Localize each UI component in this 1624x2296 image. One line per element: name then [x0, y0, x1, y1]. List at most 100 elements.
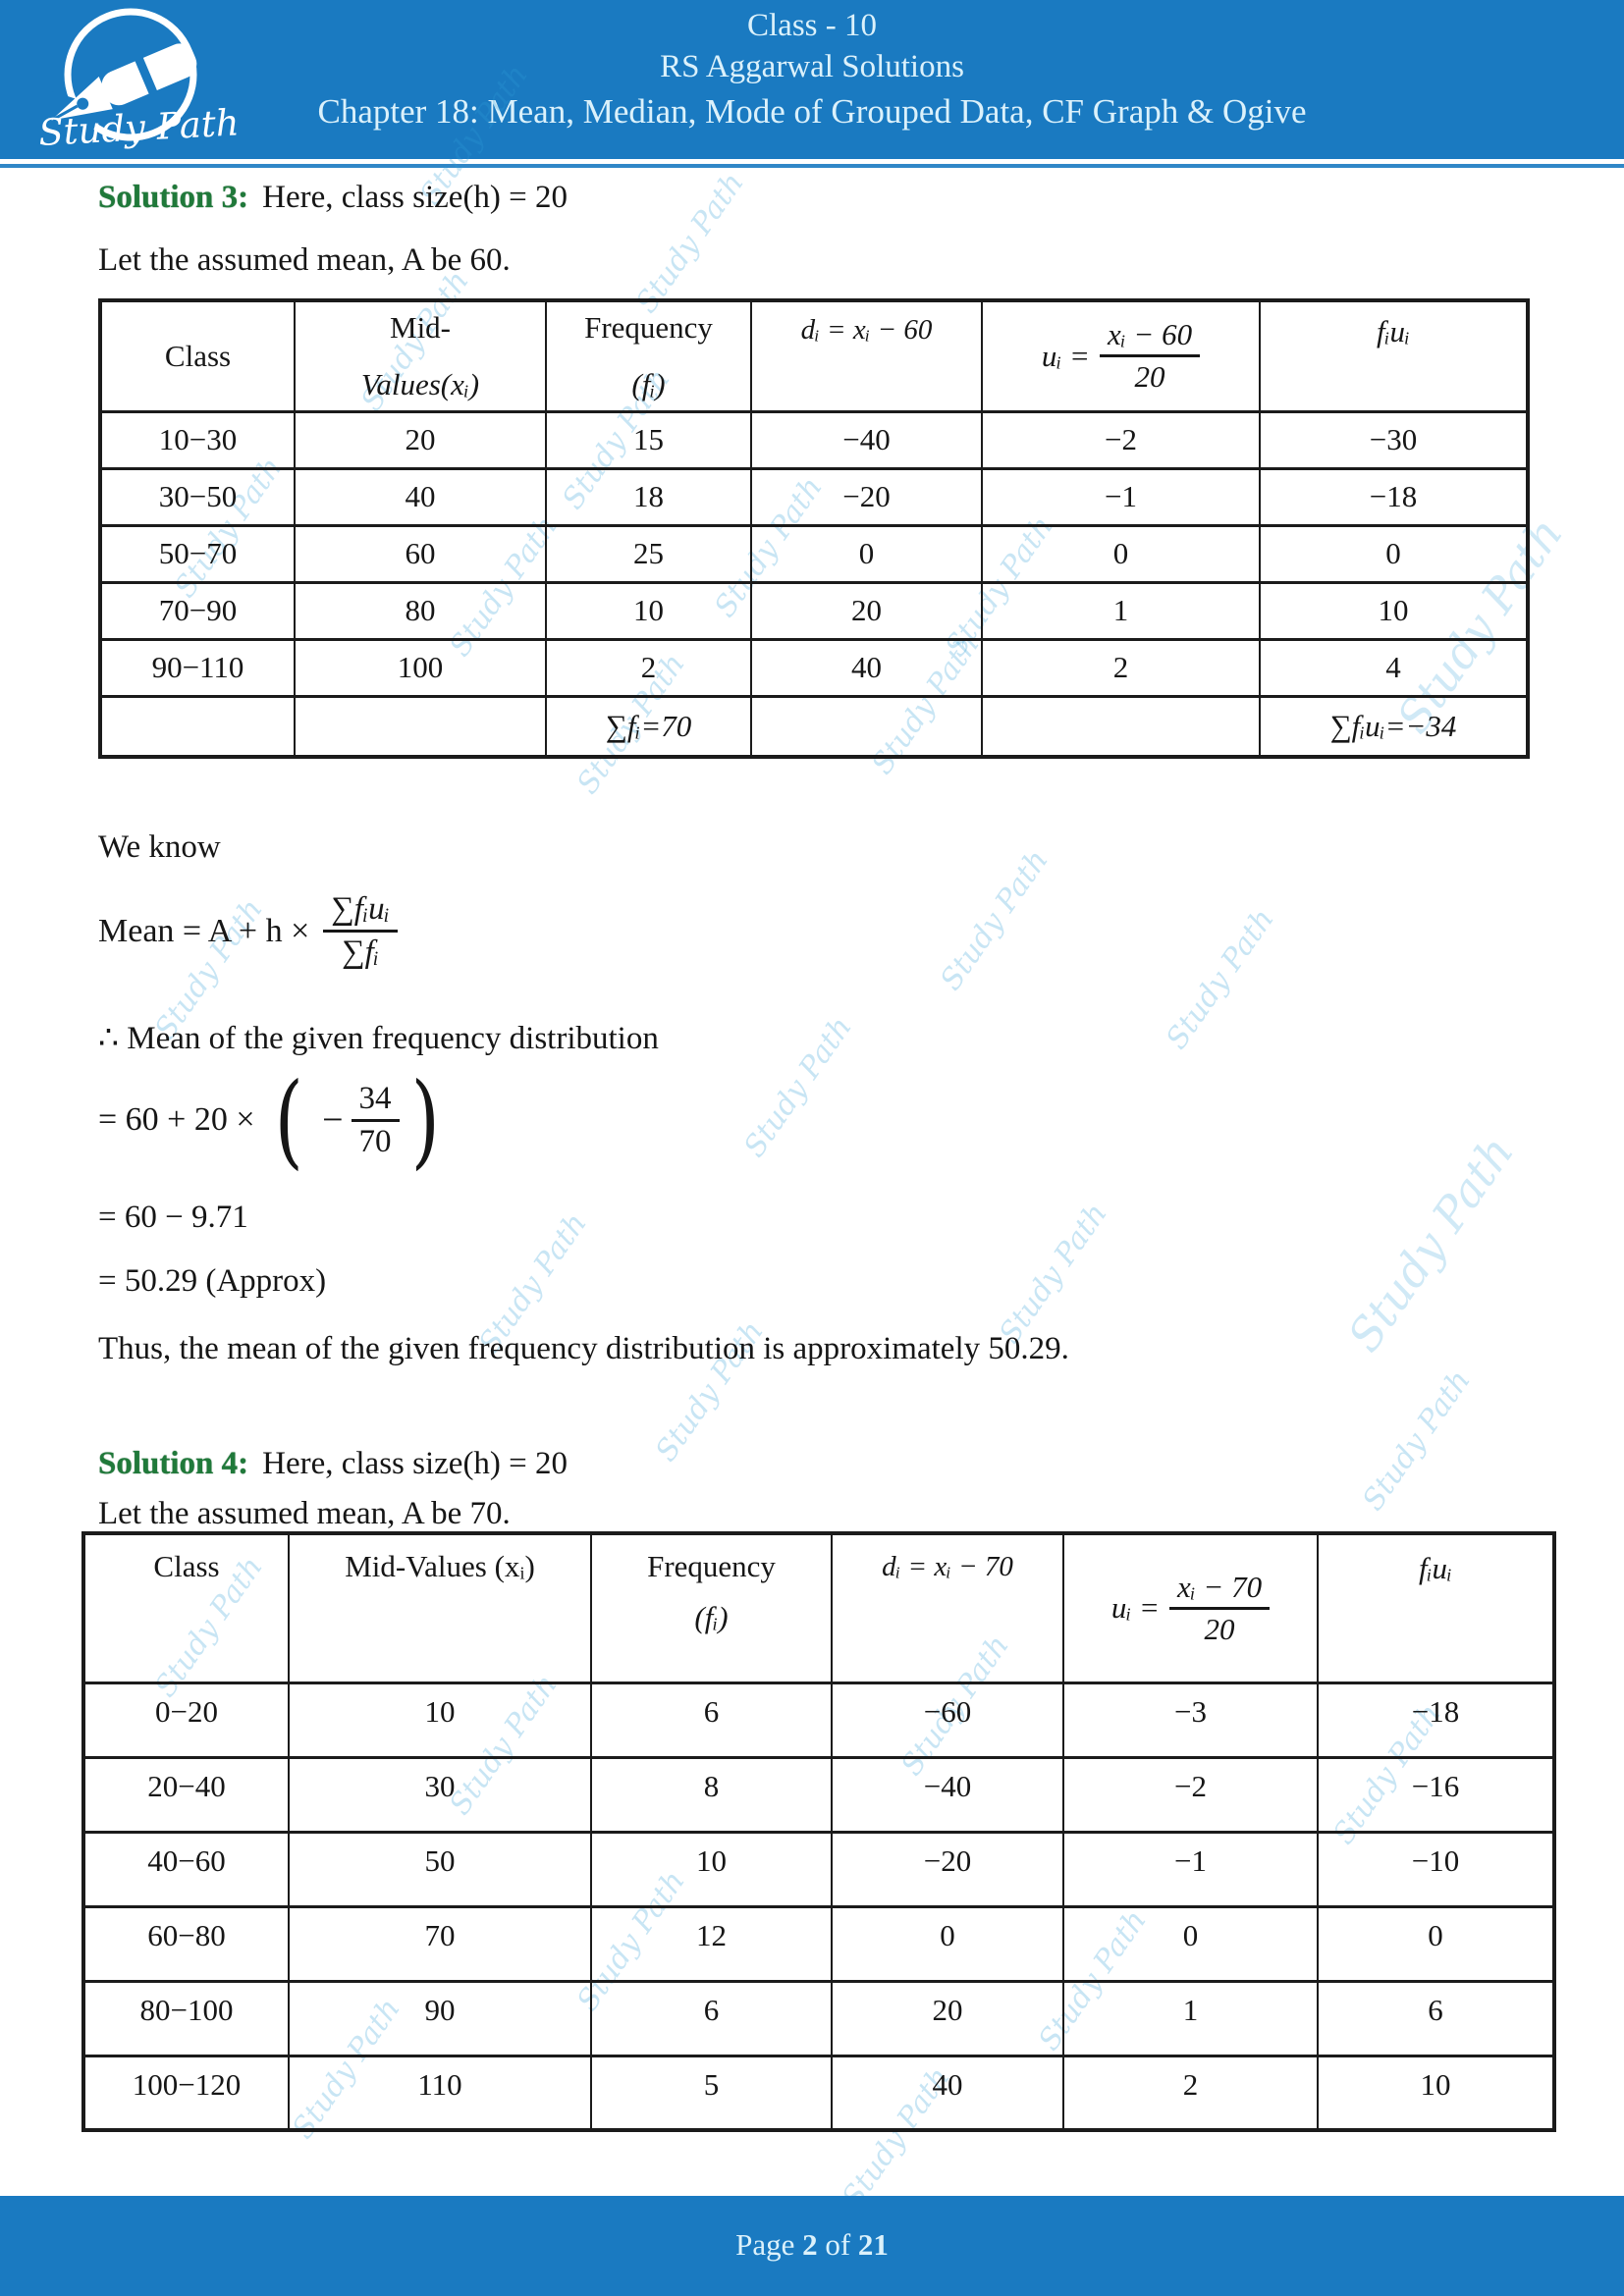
eq1-fraction: 34 70: [351, 1081, 400, 1160]
table-cell: −2: [1062, 1755, 1319, 1834]
table-cell: −1: [1062, 1830, 1319, 1908]
watermark: Study Path: [1337, 1126, 1525, 1362]
table-cell: 110: [288, 2054, 592, 2132]
table-cell: 60−80: [82, 1904, 290, 1983]
solution3-conclusion: Thus, the mean of the given frequency di…: [98, 1331, 1069, 1366]
sum-fiui-cell: ∑fᵢuᵢ=−34: [1259, 694, 1529, 759]
col-header-ui: uᵢ = xᵢ − 70 20: [1062, 1531, 1319, 1684]
table-cell: −2: [981, 409, 1261, 470]
table-cell: 80: [294, 580, 547, 641]
table-header-row: Class Mid- Values(xᵢ) Frequency (fᵢ) dᵢ …: [99, 298, 1529, 413]
table-cell: 90: [288, 1979, 592, 2057]
table-cell: 12: [590, 1904, 833, 1983]
solution4-heading: Solution 4: Here, class size(h) = 20: [98, 1446, 568, 1482]
sum-fi-cell: ∑fᵢ=70: [545, 694, 752, 759]
table-row: 40−60 50 10 −20 −1 −10: [82, 1830, 1555, 1908]
table-cell: 2: [545, 637, 752, 698]
calculation-step-3: = 50.29 (Approx): [98, 1263, 327, 1299]
we-know-line: We know: [98, 829, 221, 865]
table-cell: 30−50: [99, 466, 296, 527]
table-cell: 10: [590, 1830, 833, 1908]
solution4-intro: Here, class size(h) = 20: [262, 1446, 568, 1481]
page-number: Page 2 of 21: [735, 2227, 889, 2262]
table-cell: 20: [750, 580, 983, 641]
therefore-line: ∴ Mean of the given frequency distributi…: [98, 1021, 659, 1056]
table-row: 60−80 70 12 0 0 0: [82, 1904, 1555, 1983]
table-cell: −30: [1259, 409, 1529, 470]
table-cell: 2: [1062, 2054, 1319, 2132]
table-row: 90−110 100 2 40 2 4: [99, 637, 1529, 698]
open-paren: (: [274, 1060, 303, 1180]
solution4-table: Class Mid-Values (xᵢ) Frequency (fᵢ) dᵢ …: [81, 1531, 1556, 2132]
header-book-line: RS Aggarwal Solutions: [660, 49, 964, 84]
table-row: 100−120 110 5 40 2 10: [82, 2054, 1555, 2132]
table-cell: −60: [831, 1681, 1064, 1759]
table-sum-row: ∑fᵢ=70 ∑fᵢuᵢ=−34: [99, 694, 1529, 759]
table-cell: 10: [1259, 580, 1529, 641]
study-path-logo-icon: Study Path: [37, 8, 241, 154]
table-cell: 0: [981, 523, 1261, 584]
table-cell: 18: [545, 466, 752, 527]
table-cell: −10: [1317, 1830, 1555, 1908]
col-header-fiui: fᵢuᵢ: [1259, 298, 1529, 413]
solution4-table-body: 0−20 10 6 −60 −3 −18 20−40 30 8 −40 −2 −16 40−60 50 10…: [82, 1681, 1555, 2132]
table-cell: 80−100: [82, 1979, 290, 2057]
table-cell: −20: [831, 1830, 1064, 1908]
table-cell: 70: [288, 1904, 592, 1983]
minus-sign: −: [322, 1099, 344, 1142]
mean-formula-lhs: Mean = A + h ×: [98, 912, 310, 949]
table-cell: 40: [294, 466, 547, 527]
table-cell: 0: [1317, 1904, 1555, 1983]
calculation-step-1: = 60 + 20 × ( − 34 70 ): [98, 1060, 445, 1180]
solution4-assumed-line: Let the assumed mean, A be 70.: [98, 1496, 511, 1531]
watermark: Study Path: [628, 166, 751, 320]
solution3-heading: Solution 3: Here, class size(h) = 20: [98, 180, 568, 216]
table-cell: [99, 694, 296, 759]
col-header-fiui: fᵢuᵢ: [1317, 1531, 1555, 1684]
table-cell: −20: [750, 466, 983, 527]
table-cell: 1: [981, 580, 1261, 641]
table-cell: 0: [1259, 523, 1529, 584]
header-banner: Study Path Class - 10 RS Aggarwal Soluti…: [0, 0, 1624, 159]
table-cell: 1: [1062, 1979, 1319, 2057]
table-cell: 20: [294, 409, 547, 470]
table-cell: 6: [590, 1979, 833, 2057]
table-cell: 50: [288, 1830, 592, 1908]
solution3-assumed-line: Let the assumed mean, A be 60.: [98, 242, 511, 278]
table-cell: −40: [831, 1755, 1064, 1834]
mean-formula: Mean = A + h × ∑fᵢuᵢ ∑fᵢ: [98, 891, 398, 971]
solution3-intro: Here, class size(h) = 20: [262, 180, 568, 215]
col-header-ui: uᵢ = xᵢ − 60 20: [981, 298, 1261, 413]
header-chapter-line: Chapter 18: Mean, Median, Mode of Groupe…: [317, 92, 1307, 131]
col-header-frequency: Frequency (fᵢ): [590, 1531, 833, 1684]
col-header-class: Class: [82, 1531, 290, 1684]
table-cell: 0−20: [82, 1681, 290, 1759]
col-header-class: Class: [99, 298, 296, 413]
close-paren: ): [410, 1060, 440, 1180]
table-cell: 30: [288, 1755, 592, 1834]
table-cell: 0: [831, 1904, 1064, 1983]
table-cell: 100: [294, 637, 547, 698]
table-cell: −3: [1062, 1681, 1319, 1759]
table-cell: 0: [1062, 1904, 1319, 1983]
table-row: 0−20 10 6 −60 −3 −18: [82, 1681, 1555, 1759]
table-cell: 2: [981, 637, 1261, 698]
table-row: 10−30 20 15 −40 −2 −30: [99, 409, 1529, 470]
mean-formula-fraction: ∑fᵢuᵢ ∑fᵢ: [323, 891, 398, 971]
table-row: 70−90 80 10 20 1 10: [99, 580, 1529, 641]
table-cell: 25: [545, 523, 752, 584]
watermark: Study Path: [736, 1010, 859, 1164]
table-cell: 40: [750, 637, 983, 698]
table-cell: 60: [294, 523, 547, 584]
calculation-step-2: = 60 − 9.71: [98, 1200, 248, 1235]
table-cell: 100−120: [82, 2054, 290, 2132]
col-header-di: dᵢ = xᵢ − 70: [831, 1531, 1064, 1684]
table-cell: −1: [981, 466, 1261, 527]
table-cell: 20−40: [82, 1755, 290, 1834]
footer-banner: Page 2 of 21: [0, 2196, 1624, 2296]
table-header-row: Class Mid-Values (xᵢ) Frequency (fᵢ) dᵢ …: [82, 1531, 1555, 1684]
table-row: 50−70 60 25 0 0 0: [99, 523, 1529, 584]
solution3-label: Solution 3:: [98, 180, 249, 215]
table-cell: −40: [750, 409, 983, 470]
